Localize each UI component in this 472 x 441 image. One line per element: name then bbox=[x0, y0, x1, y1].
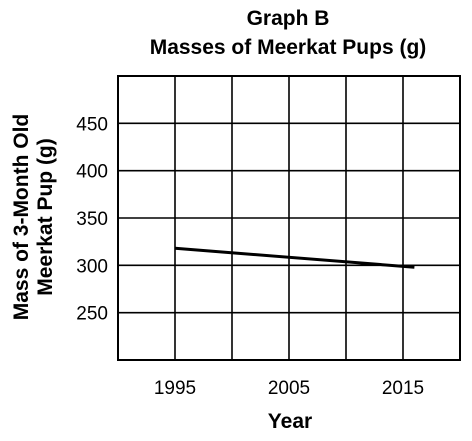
y-tick-label: 300 bbox=[76, 256, 108, 277]
grid bbox=[117, 75, 461, 361]
chart-title: Graph B bbox=[247, 7, 330, 30]
y-tick-label: 250 bbox=[76, 304, 108, 325]
y-tick-label: 350 bbox=[76, 209, 108, 230]
x-axis-title: Year bbox=[268, 410, 312, 433]
y-axis-title-line-2: Meerkat Pup (g) bbox=[34, 138, 57, 296]
x-tick-label: 2005 bbox=[268, 378, 310, 399]
tick-labels: 250 300 350 400 450 1995 2005 2015 bbox=[76, 114, 424, 399]
y-axis-title-line-1: Mass of 3-Month Old bbox=[10, 114, 33, 321]
x-tick-label: 1995 bbox=[154, 378, 196, 399]
chart-subtitle: Masses of Meerkat Pups (g) bbox=[150, 36, 427, 59]
series-line bbox=[174, 246, 415, 269]
y-axis-title: Mass of 3-Month Old Meerkat Pup (g) bbox=[10, 114, 57, 321]
y-tick-label: 450 bbox=[76, 114, 108, 135]
y-tick-label: 400 bbox=[76, 162, 108, 183]
series bbox=[174, 246, 415, 269]
x-tick-label: 2015 bbox=[382, 378, 424, 399]
